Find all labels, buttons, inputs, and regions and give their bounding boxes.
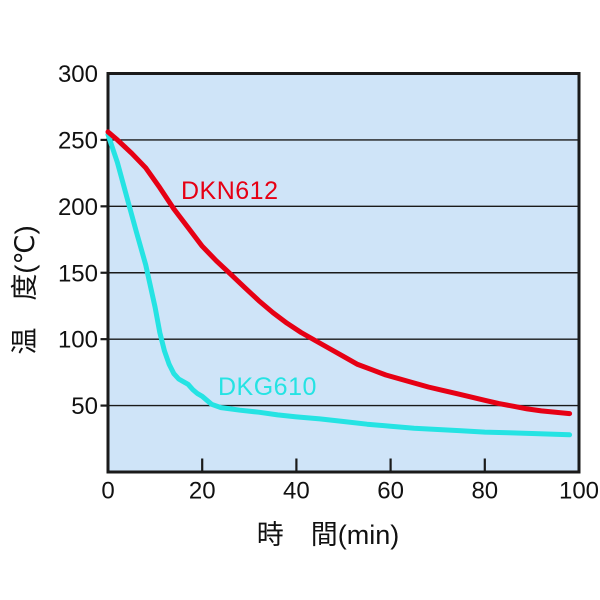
y-tick-label: 150	[58, 260, 98, 287]
y-tick-label: 200	[58, 194, 98, 221]
x-tick-label: 40	[283, 478, 310, 505]
series-label-dkn612: DKN612	[181, 177, 279, 205]
y-axis-title: 温 度(℃)	[10, 225, 40, 355]
x-tick-label: 100	[559, 478, 599, 505]
dkg610-curve	[105, 132, 573, 438]
x-tick-label: 0	[101, 478, 114, 505]
x-tick-label: 20	[189, 478, 216, 505]
x-axis-title: 時 間(min)	[256, 520, 400, 550]
y-tick-label: 100	[58, 327, 98, 354]
series-label-dkg610: DKG610	[218, 373, 317, 401]
y-tick-label: 250	[58, 127, 98, 154]
dkn612-curve	[105, 129, 573, 417]
x-tick-label: 80	[471, 478, 498, 505]
y-tick-label: 50	[71, 393, 98, 420]
y-tick-label: 300	[58, 61, 98, 88]
x-tick-label: 60	[377, 478, 404, 505]
